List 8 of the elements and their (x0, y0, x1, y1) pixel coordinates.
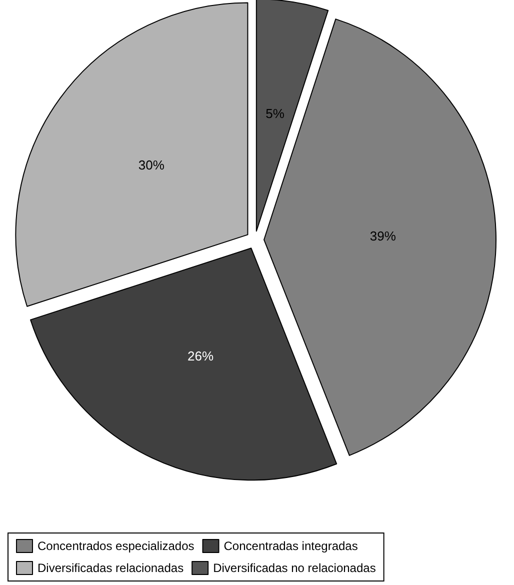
legend-label: Concentradas integradas (224, 539, 358, 553)
data-label: 39% (370, 228, 396, 244)
data-label: 26% (187, 348, 214, 364)
legend-label: Diversificadas relacionadas (38, 561, 184, 575)
data-label: 5% (266, 106, 285, 122)
legend-label: Diversificadas no relacionadas (213, 561, 376, 575)
legend-label: Concentrados especializados (38, 539, 194, 553)
data-label: 30% (138, 157, 165, 172)
